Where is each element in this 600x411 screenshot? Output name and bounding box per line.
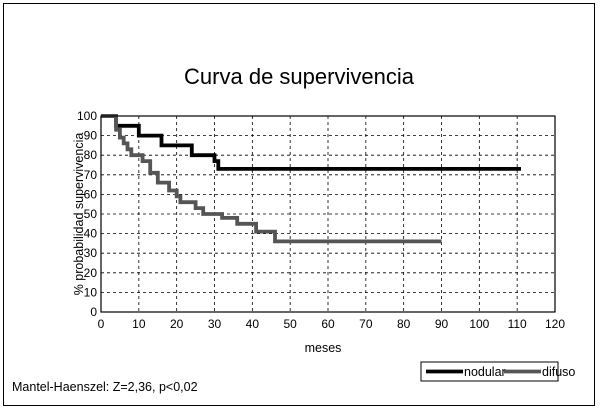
y-tick-label: 50 (84, 207, 98, 221)
y-tick-label: 30 (84, 246, 98, 260)
x-tick-label: 110 (508, 317, 527, 331)
x-tick-label: 60 (321, 317, 335, 331)
statistics-note: Mantel-Haenszel: Z=2,36, p<0,02 (12, 380, 198, 394)
y-axis-label: % probabilidad supervivencia (72, 133, 86, 296)
y-tick-label: 0 (90, 305, 97, 319)
grid (101, 116, 555, 312)
figure-frame (3, 3, 595, 406)
x-tick-label: 70 (359, 317, 373, 331)
y-tick-label: 20 (84, 266, 98, 280)
x-tick-label: 100 (469, 317, 489, 331)
x-axis-label: meses (305, 341, 342, 355)
x-tick-label: 80 (397, 317, 411, 331)
legend-label-difuso: difuso (542, 365, 575, 379)
y-tick-label: 60 (84, 187, 98, 201)
series-line-difuso (101, 114, 442, 244)
x-tick-label: 20 (170, 317, 184, 331)
x-tick-label: 0 (98, 317, 105, 331)
series-line-nodular (101, 114, 521, 171)
legend-label-nodular: nodular (464, 365, 506, 379)
x-tick-label: 10 (132, 317, 146, 331)
x-tick-labels: 0 10 20 30 40 50 60 70 80 90 100 110 120 (98, 317, 566, 331)
x-tick-label: 30 (208, 317, 222, 331)
x-tick-label: 120 (545, 317, 565, 331)
legend: nodular difuso (420, 361, 575, 382)
y-tick-label: 40 (84, 227, 98, 241)
plot-area (100, 115, 556, 313)
legend-box (420, 361, 559, 382)
chart-title: Curva de supervivencia (184, 64, 415, 89)
x-tick-label: 90 (435, 317, 449, 331)
x-tick-label: 40 (246, 317, 260, 331)
y-tick-labels: 0 10 20 30 40 50 60 70 80 90 100 (77, 109, 97, 319)
series-lines (101, 114, 521, 244)
y-tick-label: 90 (84, 129, 98, 143)
y-tick-label: 100 (77, 109, 97, 123)
y-tick-label: 10 (84, 285, 98, 299)
y-tick-label: 80 (84, 148, 98, 162)
y-tick-label: 70 (84, 168, 98, 182)
x-tick-label: 50 (283, 317, 297, 331)
